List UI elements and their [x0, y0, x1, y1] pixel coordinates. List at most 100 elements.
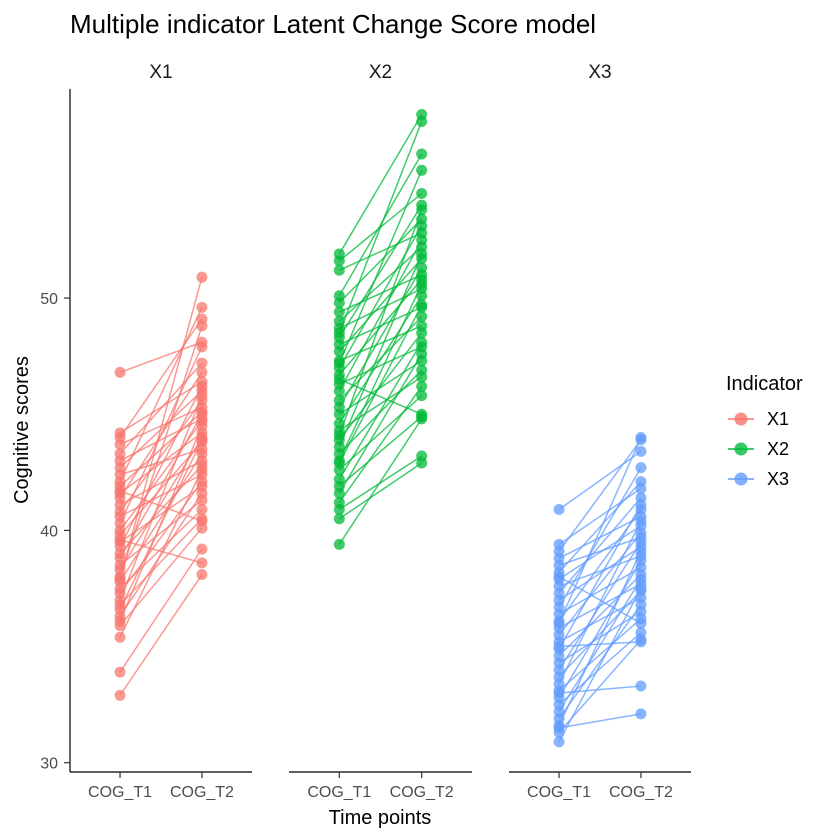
series-line	[558, 590, 642, 678]
data-point	[333, 538, 345, 550]
series-lines	[338, 114, 423, 545]
series-line	[558, 685, 642, 694]
legend-key-point	[734, 472, 748, 486]
data-point	[553, 687, 565, 699]
data-point	[635, 617, 647, 629]
data-point	[196, 357, 208, 369]
data-point	[416, 408, 428, 420]
data-point	[333, 373, 345, 385]
series-line	[119, 318, 203, 438]
x-tick-label: COG_T1	[527, 784, 591, 801]
data-point	[196, 557, 208, 569]
data-point	[635, 680, 647, 692]
data-point	[416, 148, 428, 160]
data-point	[416, 311, 428, 323]
data-point	[333, 455, 345, 467]
data-point	[416, 327, 428, 339]
series-line	[119, 548, 203, 673]
data-point	[416, 390, 428, 402]
legend-label: X3	[767, 469, 789, 489]
data-point	[333, 464, 345, 476]
series-line	[558, 632, 642, 706]
data-point	[416, 234, 428, 246]
data-point	[333, 327, 345, 339]
legend-key-point	[734, 442, 748, 456]
y-tick-label: 50	[40, 291, 58, 308]
data-point	[416, 457, 428, 469]
series-line	[119, 386, 203, 547]
series-line	[558, 588, 642, 743]
series-line	[339, 232, 422, 271]
data-point	[333, 306, 345, 318]
data-point	[196, 366, 208, 378]
data-point	[196, 301, 208, 313]
y-tick-label: 40	[40, 523, 58, 540]
series-line	[119, 276, 203, 580]
data-point	[333, 513, 345, 525]
series-line	[119, 473, 203, 518]
series-line	[119, 464, 203, 555]
data-point	[635, 555, 647, 567]
series-lines	[119, 276, 203, 696]
series-line	[119, 341, 203, 374]
data-point	[416, 262, 428, 274]
series-line	[119, 490, 203, 522]
data-point	[635, 499, 647, 511]
data-point	[333, 385, 345, 397]
x-tick-label: COG_T2	[170, 784, 234, 801]
series-line	[119, 437, 203, 571]
panel-x3: X3 COG_T1 COG_T2	[509, 62, 691, 801]
panel-x2: X2 COG_T1 COG_T2	[289, 62, 472, 801]
facet-strip-label: X1	[149, 62, 172, 83]
series-line	[338, 204, 423, 338]
series-line	[119, 538, 203, 564]
series-line	[119, 362, 203, 455]
facet-strip-label: X2	[369, 62, 392, 83]
data-point	[416, 188, 428, 200]
x-tick-label: COG_T2	[390, 784, 454, 801]
y-axis-title: Cognitive scores	[11, 356, 33, 504]
y-tick-label: 30	[40, 756, 58, 773]
data-point	[635, 708, 647, 720]
series-line	[558, 439, 642, 552]
legend-key-point	[734, 412, 748, 426]
series-line	[338, 153, 423, 297]
series-line	[119, 381, 203, 434]
series-line	[338, 341, 423, 480]
series-line	[558, 487, 642, 545]
series-line	[558, 566, 642, 615]
data-point	[196, 515, 208, 527]
data-point	[553, 617, 565, 629]
legend-item-x1: X1	[728, 409, 789, 429]
series-line	[558, 578, 642, 712]
data-point	[196, 390, 208, 402]
data-point	[416, 336, 428, 348]
series-points	[333, 109, 428, 550]
series-line	[338, 304, 423, 464]
data-point	[416, 380, 428, 392]
series-line	[338, 246, 423, 322]
series-line	[338, 283, 423, 462]
series-line	[119, 395, 203, 601]
series-line	[339, 378, 422, 415]
series-lines	[558, 437, 642, 743]
series-line	[558, 546, 642, 601]
series-line	[119, 432, 203, 494]
series-line	[338, 353, 423, 494]
y-axis-ticks: 30 40 50	[40, 291, 70, 773]
data-point	[416, 278, 428, 290]
series-line	[338, 462, 423, 520]
data-point	[635, 476, 647, 488]
series-line	[338, 258, 423, 353]
data-point	[553, 503, 565, 515]
series-line	[338, 170, 423, 364]
series-line	[119, 469, 203, 638]
data-point	[416, 290, 428, 302]
x-axis-title: Time points	[329, 807, 432, 829]
series-line	[338, 267, 423, 408]
chart-title: Multiple indicator Latent Change Score m…	[70, 9, 596, 39]
data-point	[416, 299, 428, 311]
series-line	[119, 346, 203, 524]
series-line	[558, 560, 642, 699]
legend-label: X2	[767, 439, 789, 459]
